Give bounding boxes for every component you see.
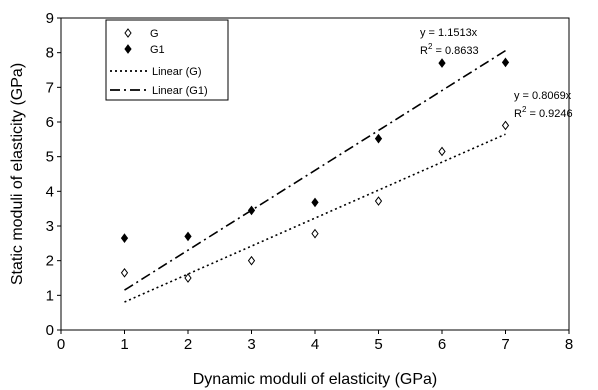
y-tick-label-8: 8 bbox=[46, 45, 54, 62]
y-tick-label-7: 7 bbox=[46, 79, 54, 96]
y-tick-label-1: 1 bbox=[46, 287, 54, 304]
equation-g1-r2: R2 = 0.8633 bbox=[420, 42, 479, 57]
equation-g1-line: y = 1.1513x bbox=[420, 27, 478, 39]
point-g-2 bbox=[247, 255, 256, 266]
r2-g1-sup: 2 bbox=[428, 42, 433, 51]
y-axis-ticks: 0 1 2 3 4 5 6 7 8 9 bbox=[46, 10, 61, 339]
y-tick-label-6: 6 bbox=[46, 114, 54, 131]
x-tick-label-2: 2 bbox=[184, 336, 192, 353]
point-g1-4 bbox=[374, 133, 383, 144]
y-axis-title: Static moduli of elasticity (GPa) bbox=[9, 63, 26, 285]
point-g1-5 bbox=[438, 58, 446, 68]
point-g1-0 bbox=[120, 233, 129, 243]
data-points bbox=[120, 57, 510, 283]
trendline-linear-g bbox=[124, 133, 506, 303]
point-g1-1 bbox=[184, 231, 192, 242]
x-tick-label-8: 8 bbox=[565, 336, 573, 353]
point-g1-3 bbox=[311, 197, 319, 208]
r2-g-sup: 2 bbox=[522, 105, 527, 114]
point-g1-6 bbox=[501, 57, 510, 68]
point-g-1 bbox=[184, 273, 192, 283]
r2-g1-prefix: R bbox=[420, 45, 428, 57]
equation-g-r2: R2 = 0.9246 bbox=[514, 105, 573, 120]
legend-label-g1: G1 bbox=[150, 44, 165, 56]
legend-marker-g1 bbox=[124, 44, 132, 54]
x-tick-label-3: 3 bbox=[247, 336, 255, 353]
r2-g-value: = 0.9246 bbox=[526, 108, 572, 120]
point-g-0 bbox=[120, 267, 129, 278]
y-tick-label-9: 9 bbox=[46, 10, 54, 27]
point-g-4 bbox=[374, 196, 383, 206]
equation-g: y = 0.8069x R2 = 0.9246 bbox=[514, 90, 573, 120]
trendlines bbox=[124, 49, 506, 303]
x-tick-label-1: 1 bbox=[120, 336, 128, 353]
y-tick-label-0: 0 bbox=[46, 322, 54, 339]
y-tick-label-4: 4 bbox=[46, 183, 54, 200]
r2-g-prefix: R bbox=[514, 108, 522, 120]
legend: G G1 Linear (G) Linear (G1) bbox=[105, 19, 229, 101]
x-axis-ticks: 0 1 2 3 4 5 6 7 8 bbox=[57, 330, 573, 353]
equation-g1: y = 1.1513x R2 = 0.8633 bbox=[420, 27, 479, 57]
x-tick-label-0: 0 bbox=[57, 336, 65, 353]
x-tick-label-5: 5 bbox=[374, 336, 382, 353]
legend-label-g: G bbox=[150, 28, 159, 40]
legend-label-linear-g: Linear (G) bbox=[152, 66, 202, 78]
trendline-linear-g1 bbox=[124, 49, 506, 291]
y-tick-label-5: 5 bbox=[46, 149, 54, 166]
equation-g-line: y = 0.8069x bbox=[514, 90, 572, 102]
r2-g1-value: = 0.8633 bbox=[432, 45, 478, 57]
x-axis-title: Dynamic moduli of elasticity (GPa) bbox=[193, 371, 438, 388]
x-tick-label-6: 6 bbox=[438, 336, 446, 353]
x-tick-label-4: 4 bbox=[311, 336, 319, 353]
point-g-3 bbox=[311, 228, 319, 239]
x-tick-label-7: 7 bbox=[501, 336, 509, 353]
y-tick-label-2: 2 bbox=[46, 253, 54, 270]
point-g-6 bbox=[501, 120, 510, 131]
legend-label-linear-g1: Linear (G1) bbox=[152, 85, 208, 97]
point-g1-2 bbox=[247, 205, 256, 216]
y-tick-label-3: 3 bbox=[46, 218, 54, 235]
point-g-5 bbox=[438, 146, 446, 157]
legend-marker-g bbox=[124, 28, 132, 38]
